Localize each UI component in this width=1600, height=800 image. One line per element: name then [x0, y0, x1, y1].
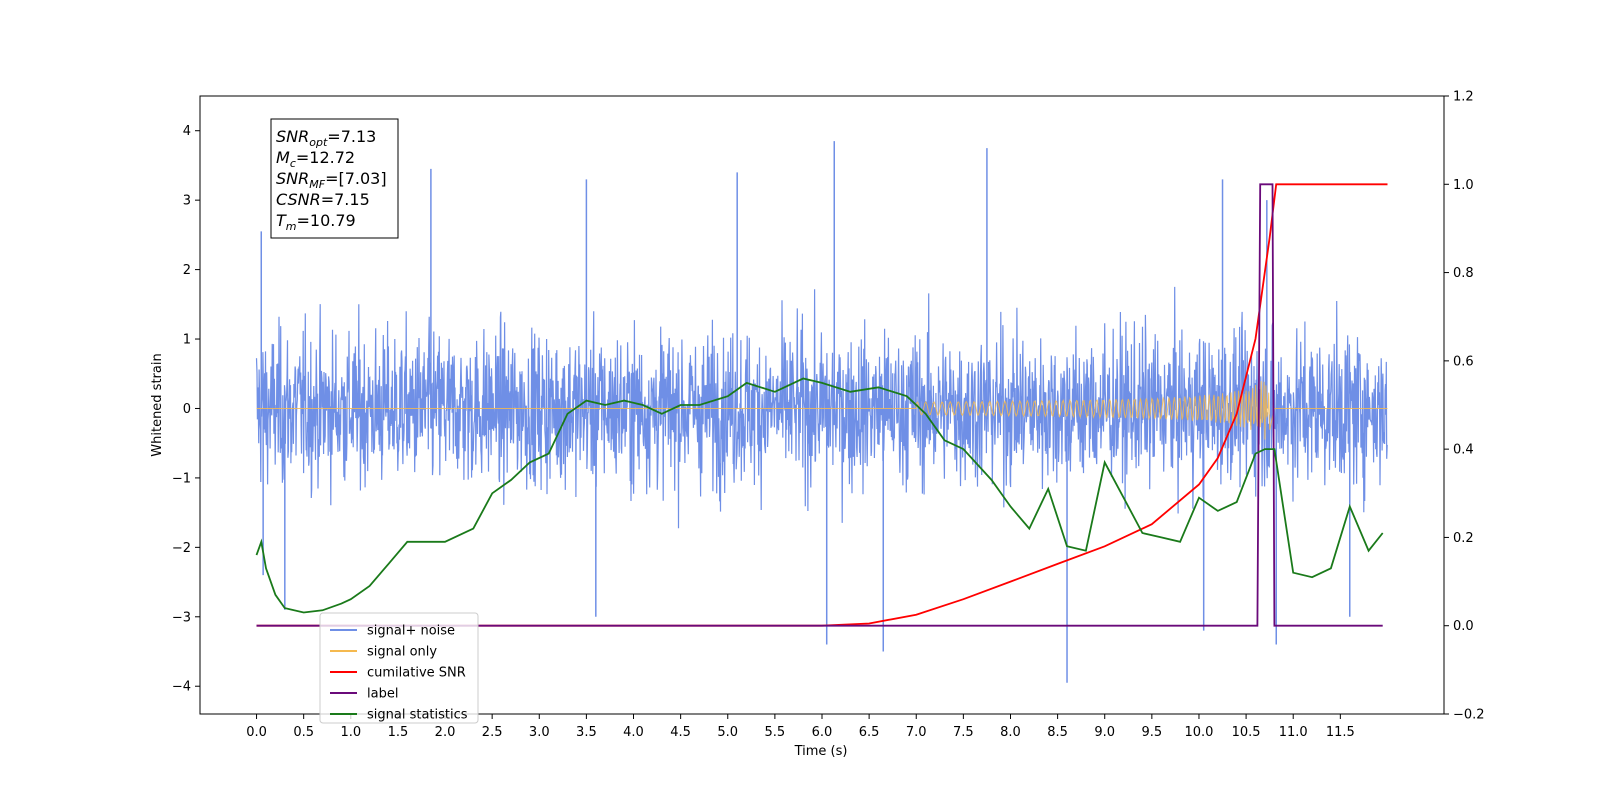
x-tick-label: 4.0	[623, 725, 644, 740]
series-signal-noise	[255, 141, 1388, 683]
annotation-line: SNRMF=[7.03]	[276, 169, 387, 191]
y-tick-label: 3	[183, 194, 191, 209]
x-tick-label: 8.5	[1047, 725, 1068, 740]
y-tick-label: 4	[183, 124, 191, 139]
signal-noise-line	[255, 286, 1388, 529]
x-tick-label: 9.5	[1142, 725, 1163, 740]
legend-label: signal+ noise	[367, 624, 455, 639]
annotation-box: SNRopt=7.13Mc=12.72SNRMF=[7.03]CSNR=7.15…	[270, 118, 399, 239]
y-tick-label: 1	[183, 333, 191, 348]
y2-tick-label: 0.8	[1453, 266, 1474, 281]
y-tick-label: −2	[172, 541, 191, 556]
x-tick-label: 2.5	[482, 725, 503, 740]
x-tick-label: 0.5	[293, 725, 314, 740]
y-tick-label: −3	[172, 610, 191, 625]
ticks-layer: 0.0 0.5 1.0 1.5 2.0 2.5 3.0 3.5 4.0 4.5 5.0 5.5 6.0 6…	[172, 90, 1485, 741]
x-tick-label: 11.5	[1326, 725, 1355, 740]
y-tick-label: 2	[183, 263, 191, 278]
series-signal-statistics	[255, 377, 1384, 614]
x-axis-label: Time (s)	[794, 744, 848, 759]
x-tick-label: 9.0	[1094, 725, 1115, 740]
annotation-line: SNRopt=7.13	[276, 127, 376, 149]
y2-tick-label: 1.0	[1453, 178, 1474, 193]
legend-frame	[319, 612, 479, 724]
annotation-line: Mc=12.72	[276, 148, 355, 170]
y2-tick-label: 1.2	[1453, 90, 1474, 105]
y-tick-label: −1	[172, 471, 191, 486]
y2-tick-label: 0.0	[1453, 619, 1474, 634]
legend-label: cumilative SNR	[367, 666, 466, 681]
legend: signal+ noise signal only cumilative SNR la…	[319, 612, 479, 724]
x-tick-label: 4.5	[670, 725, 691, 740]
legend-label: label	[367, 687, 398, 702]
x-tick-label: 3.0	[529, 725, 550, 740]
label-line	[256, 183, 1383, 627]
x-tick-label: 10.0	[1184, 725, 1213, 740]
x-tick-label: 6.0	[812, 725, 833, 740]
x-tick-label: 5.5	[765, 725, 786, 740]
x-tick-label: 8.0	[1000, 725, 1021, 740]
series-label	[256, 183, 1383, 627]
annotation-line: Tm=10.79	[276, 211, 356, 233]
y-tick-label: 0	[183, 402, 191, 417]
series-signal-only	[256, 381, 1388, 440]
x-tick-label: 7.5	[953, 725, 974, 740]
x-tick-label: 0.0	[246, 725, 267, 740]
legend-label: signal statistics	[367, 708, 468, 723]
y2-tick-label: 0.4	[1453, 443, 1474, 458]
x-tick-label: 6.5	[859, 725, 880, 740]
y2-tick-label: 0.2	[1453, 531, 1474, 546]
signal-statistics-line	[255, 377, 1384, 614]
y2-tick-label: 0.6	[1453, 354, 1474, 369]
legend-label: signal only	[367, 645, 437, 660]
x-tick-label: 3.5	[576, 725, 597, 740]
x-tick-label: 1.0	[340, 725, 361, 740]
signal-only-line	[256, 381, 1388, 440]
x-tick-label: 5.0	[717, 725, 738, 740]
y-axis-label: Whitened strain	[150, 353, 165, 456]
y2-tick-label: −0.2	[1453, 708, 1485, 723]
x-tick-label: 2.0	[435, 725, 456, 740]
x-tick-label: 7.0	[906, 725, 927, 740]
x-tick-label: 1.5	[388, 725, 409, 740]
y-tick-label: −4	[172, 680, 191, 695]
x-tick-label: 10.5	[1232, 725, 1261, 740]
annotation-line: CSNR=7.15	[276, 190, 370, 209]
x-tick-label: 11.0	[1279, 725, 1308, 740]
annotation-frame	[270, 118, 399, 239]
series-layer	[255, 141, 1388, 683]
